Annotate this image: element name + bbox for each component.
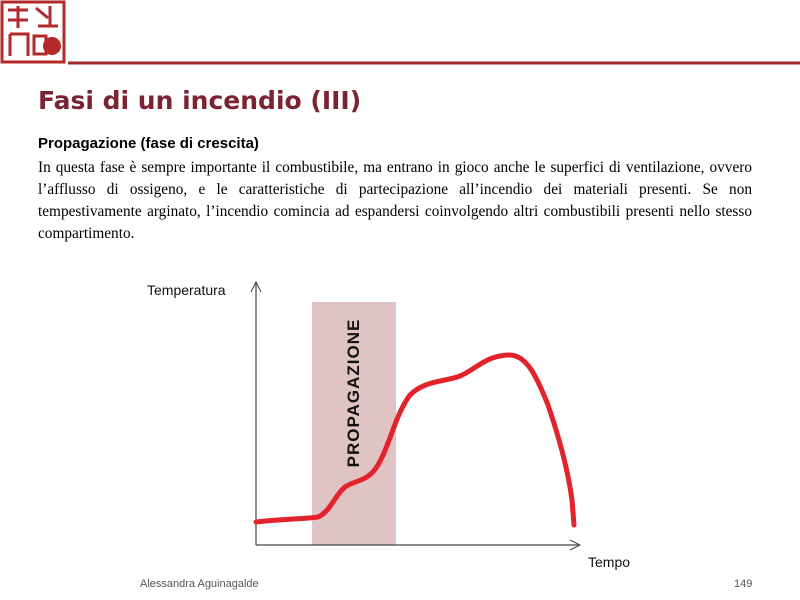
footer-author: Alessandra Aguinagalde [140,578,259,590]
temperature-curve [253,352,577,528]
page-number: 149 [734,578,753,590]
x-axis-label: Tempo [588,554,630,570]
y-arrow [250,280,262,293]
paragraph: In questa fase è sempre importante il co… [38,159,752,242]
x-arrow [569,539,582,551]
section-heading: Propagazione (fase di crescita) [38,135,259,152]
phase-label: PROPAGAZIONE [344,319,363,468]
y-axis-label: Temperatura [147,282,226,298]
phase-band [312,302,396,545]
slide-title: Fasi di un incendio (III) [38,86,362,115]
logo [0,0,66,64]
